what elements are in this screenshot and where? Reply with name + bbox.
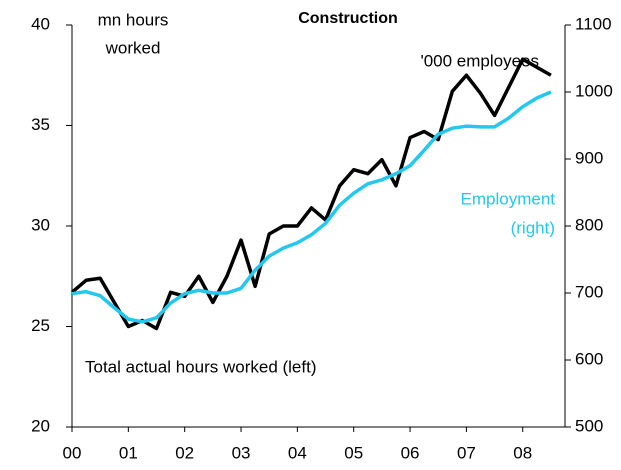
y2-tick-label: 600	[575, 349, 603, 368]
y-tick-label: 35	[31, 115, 50, 134]
x-tick-label: 08	[513, 443, 532, 462]
series-line	[70, 57, 552, 331]
x-tick-label: 06	[401, 443, 420, 462]
x-tick-label: 04	[288, 443, 307, 462]
y-tick-label: 25	[31, 316, 50, 335]
y-tick-label: 40	[31, 14, 50, 33]
y2-axis-label: '000 employees	[420, 51, 539, 70]
y2-tick-label: 1100	[575, 14, 612, 33]
y2-tick-label: 1000	[575, 81, 613, 100]
y-tick-label: 20	[31, 416, 50, 435]
x-tick-label: 07	[457, 443, 476, 462]
series-label: (right)	[511, 218, 555, 237]
y2-tick-label: 900	[575, 148, 603, 167]
y2-tick-label: 700	[575, 282, 603, 301]
y2-tick-label: 500	[575, 416, 603, 435]
series-label: Total actual hours worked (left)	[85, 357, 317, 376]
x-tick-label: 05	[344, 443, 363, 462]
series-label: Employment	[461, 189, 556, 208]
x-tick-label: 02	[175, 443, 194, 462]
x-tick-label: 01	[119, 443, 138, 462]
y-axis-label: mn hours	[98, 10, 169, 29]
x-tick-label: 00	[63, 443, 82, 462]
y-axis-label: worked	[105, 38, 161, 57]
y2-tick-label: 800	[575, 215, 603, 234]
x-tick-label: 03	[232, 443, 251, 462]
series-line	[71, 90, 552, 324]
chart-title: Construction	[298, 10, 398, 27]
y-tick-label: 30	[31, 215, 50, 234]
